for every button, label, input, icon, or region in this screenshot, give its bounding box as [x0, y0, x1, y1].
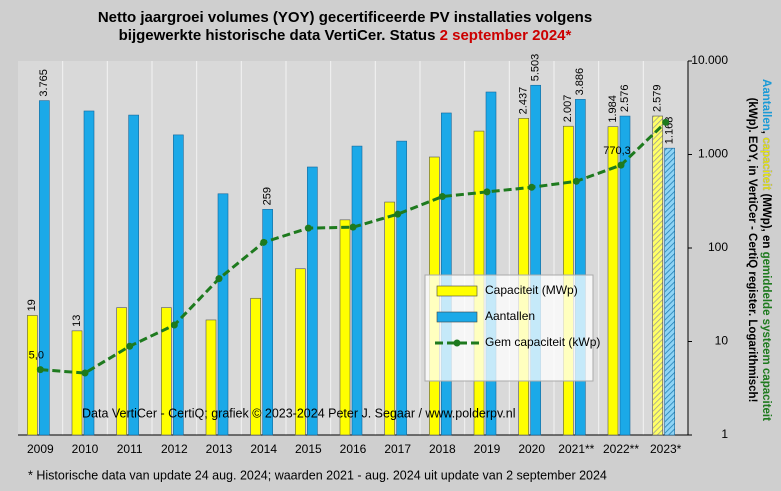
x-tick-label: 2009	[27, 442, 54, 456]
bar	[250, 297, 261, 436]
x-tick-label: 2015	[295, 442, 322, 456]
bar	[575, 99, 586, 436]
data-label: 2.007	[562, 95, 574, 123]
line-marker	[483, 188, 491, 196]
x-tick-label: 2022**	[603, 442, 639, 456]
bar	[128, 114, 139, 436]
x-tick-label: 2019	[474, 442, 501, 456]
bar	[396, 140, 407, 436]
legend-label: Capaciteit (MWp)	[485, 283, 578, 297]
line-marker	[528, 183, 536, 191]
y-tick-label: 1.000	[698, 147, 728, 161]
x-tick-label: 2017	[384, 442, 411, 456]
legend-label: Gem capaciteit (kWp)	[485, 335, 600, 349]
y-axis-label: Aantallen, capaciteit (MWp), en gemiddel…	[760, 79, 772, 421]
line-marker	[617, 161, 625, 169]
data-label: 3.765	[38, 69, 50, 97]
line-marker	[215, 275, 223, 283]
line	[40, 121, 667, 375]
bar	[295, 268, 306, 436]
y-tick-label: 10	[715, 334, 729, 348]
title-line: Netto jaargroei volumes (YOY) gecertific…	[98, 9, 592, 26]
bar	[39, 100, 50, 436]
bar	[441, 112, 452, 436]
title-line: bijgewerkte historische data VertiCer. S…	[119, 27, 440, 44]
data-label: 13	[71, 315, 83, 327]
x-tick-label: 2010	[72, 442, 99, 456]
bar	[27, 315, 38, 436]
data-label: 5.503	[530, 54, 542, 82]
y-axis-label-part: gemiddelde systeem capaciteit	[760, 252, 772, 422]
data-label: 2.579	[652, 84, 664, 112]
chart-title: Netto jaargroei volumes (YOY) gecertific…	[98, 9, 592, 26]
y-tick-label: 10.000	[691, 53, 728, 67]
y-axis-label-part: (MWp), en	[760, 190, 772, 251]
footnote: * Historische data van update 24 aug. 20…	[28, 468, 607, 482]
bar	[116, 307, 127, 436]
x-tick-label: 2014	[250, 442, 277, 456]
x-tick-label: 2021**	[558, 442, 594, 456]
y-axis-label-part: Aantallen	[760, 79, 772, 131]
line-marker	[170, 321, 178, 329]
bar	[217, 193, 229, 436]
line-marker	[304, 224, 312, 232]
line-marker	[81, 369, 89, 377]
x-tick-label: 2020	[518, 442, 545, 456]
data-label: 3.886	[574, 68, 586, 96]
line-marker	[349, 223, 357, 231]
data-label: 19	[26, 299, 38, 311]
line-marker	[36, 366, 44, 374]
x-tick-label: 2013	[206, 442, 233, 456]
x-tick-label: 2012	[161, 442, 188, 456]
line-marker	[572, 177, 580, 185]
legend-swatch	[436, 311, 478, 323]
data-label: 770,3	[603, 145, 631, 157]
x-tick-label: 2018	[429, 442, 456, 456]
bar	[307, 166, 318, 436]
bar	[485, 91, 497, 436]
y-axis-label-part: ,	[760, 131, 772, 137]
line-marker	[126, 342, 134, 350]
chart-title: bijgewerkte historische data VertiCer. S…	[119, 27, 572, 44]
data-label: 5,0	[29, 350, 44, 362]
y-axis-label: (kWp). EOY, in VertiCer - CertiQ registe…	[746, 98, 758, 403]
bar	[351, 145, 363, 436]
bar	[652, 115, 663, 436]
data-label: 2.576	[619, 85, 631, 113]
bar	[205, 319, 217, 436]
bar	[607, 126, 619, 436]
bar	[161, 307, 172, 436]
y-tick-label: 100	[708, 240, 728, 254]
legend-label: Aantallen	[485, 309, 535, 323]
annotation: Data VertiCer - CertiQ; grafiek © 2023-2…	[82, 406, 515, 420]
bar	[619, 115, 631, 436]
x-tick-label: 2011	[117, 442, 143, 456]
data-label: 259	[262, 187, 274, 205]
bar	[83, 110, 95, 436]
line-marker	[394, 210, 402, 218]
bar	[530, 84, 541, 436]
line-marker	[662, 118, 670, 126]
legend-swatch	[436, 285, 478, 297]
y-axis-label-part: capaciteit	[760, 137, 772, 190]
bar	[339, 219, 351, 436]
data-label: 2.437	[518, 87, 530, 115]
bar	[71, 330, 83, 436]
bar	[384, 201, 395, 436]
legend-swatch	[453, 339, 461, 347]
data-label: 1.984	[607, 95, 619, 123]
line-marker	[260, 238, 268, 246]
x-tick-label: 2023*	[650, 442, 682, 456]
bar	[664, 147, 675, 436]
line-marker	[438, 193, 446, 201]
x-tick-label: 2016	[340, 442, 367, 456]
title-highlight: 2 september 2024*	[440, 27, 572, 44]
bar	[173, 134, 184, 436]
bar	[262, 209, 273, 436]
y-axis-label-part: (kWp). EOY, in VertiCer - CertiQ registe…	[746, 98, 758, 403]
y-tick-label: 1	[721, 427, 728, 441]
